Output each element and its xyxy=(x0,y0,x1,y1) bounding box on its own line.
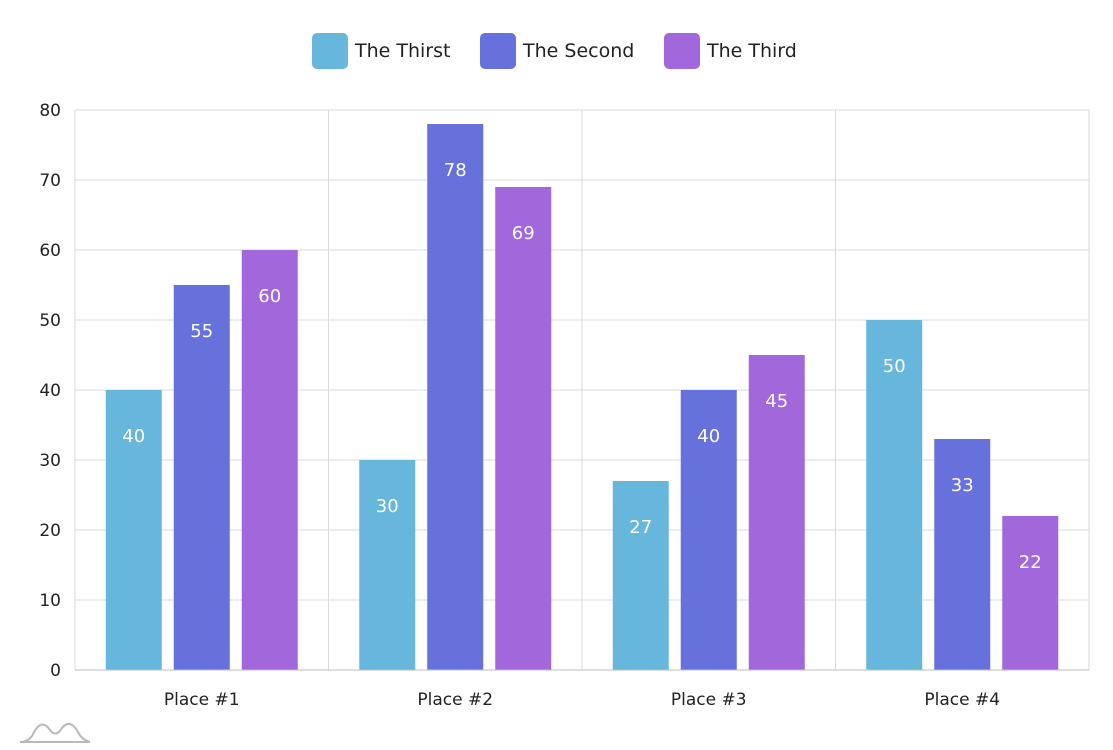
bar[interactable] xyxy=(359,460,416,670)
bar[interactable] xyxy=(1002,516,1059,670)
y-tick-label: 60 xyxy=(39,241,61,261)
legend-swatch xyxy=(480,33,516,69)
x-tick-label: Place #4 xyxy=(924,690,1000,710)
legend-label: The Thirst xyxy=(355,40,451,62)
x-tick-label: Place #1 xyxy=(164,690,240,710)
legend-swatch xyxy=(664,33,700,69)
x-tick-label: Place #3 xyxy=(671,690,747,710)
legend-item[interactable]: The Second xyxy=(480,32,634,70)
x-tick-label: Place #2 xyxy=(417,690,493,710)
y-tick-label: 0 xyxy=(50,661,61,681)
legend-item[interactable]: The Thirst xyxy=(312,32,450,70)
bar[interactable] xyxy=(612,481,669,670)
y-tick-label: 10 xyxy=(39,591,61,611)
bar[interactable] xyxy=(495,187,552,670)
data-label: 27 xyxy=(629,517,652,538)
data-label: 50 xyxy=(883,356,906,377)
data-label: 30 xyxy=(376,496,399,517)
data-label: 40 xyxy=(697,426,720,447)
y-tick-label: 50 xyxy=(39,311,61,331)
data-label: 22 xyxy=(1019,552,1042,573)
bar[interactable] xyxy=(934,439,991,670)
bar[interactable] xyxy=(748,355,805,670)
bar[interactable] xyxy=(427,124,484,670)
data-label: 45 xyxy=(765,391,788,412)
amcharts-logo-icon[interactable] xyxy=(19,722,91,743)
bar[interactable] xyxy=(680,390,737,670)
legend-label: The Second xyxy=(523,40,635,62)
y-tick-label: 80 xyxy=(39,101,61,121)
legend: The Thirst The Second The Third xyxy=(0,32,1113,70)
data-label: 55 xyxy=(190,321,213,342)
y-tick-label: 20 xyxy=(39,521,61,541)
y-tick-label: 70 xyxy=(39,171,61,191)
data-label: 33 xyxy=(951,475,974,496)
legend-item[interactable]: The Third xyxy=(664,32,797,70)
data-label: 78 xyxy=(444,160,467,181)
bar[interactable] xyxy=(173,285,230,670)
bar[interactable] xyxy=(105,390,162,670)
bar[interactable] xyxy=(866,320,923,670)
y-tick-label: 30 xyxy=(39,451,61,471)
data-label: 60 xyxy=(258,286,281,307)
bar[interactable] xyxy=(241,250,298,670)
data-label: 40 xyxy=(122,426,145,447)
legend-label: The Third xyxy=(707,40,797,62)
y-tick-label: 40 xyxy=(39,381,61,401)
legend-swatch xyxy=(312,33,348,69)
data-label: 69 xyxy=(512,223,535,244)
